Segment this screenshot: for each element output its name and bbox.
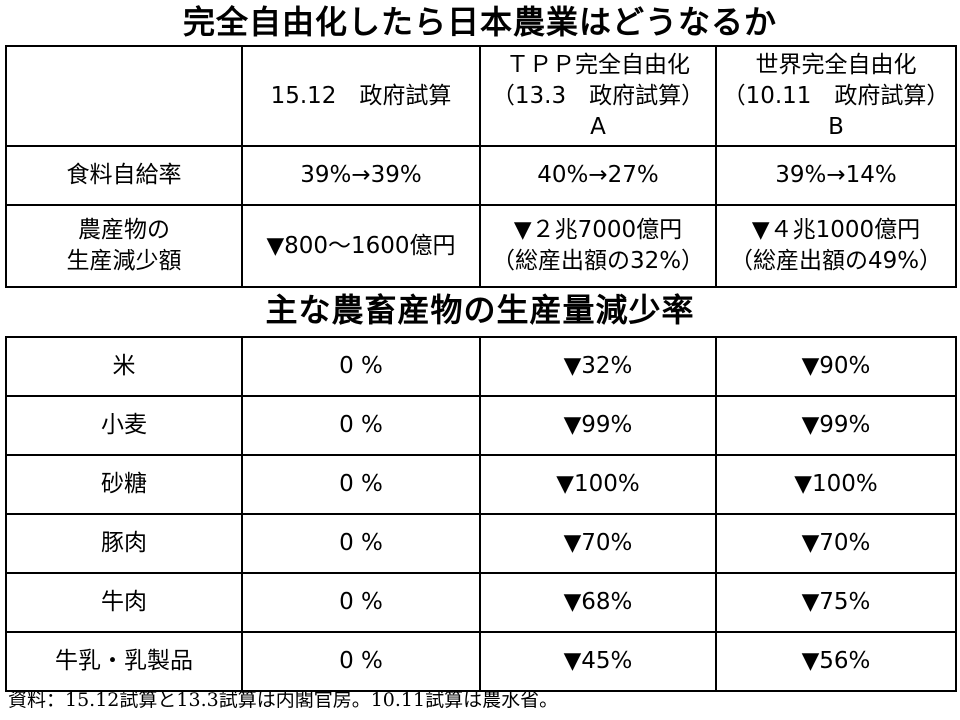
header-cell: ＴＰＰ完全自由化 （13.3 政府試算） A [479,45,717,147]
table-cell: ▼75% [715,572,957,633]
table-row: 豚肉 0 % ▼70% ▼70% [5,513,957,574]
table-row: 食料自給率 39%→39% 40%→27% 39%→14% [5,145,957,206]
table-cell: ▼99% [715,395,957,456]
table-cell: ▼100% [715,454,957,515]
row-label: 牛肉 [5,572,243,633]
table-cell: 0 % [241,631,481,692]
table-cell: ▼99% [479,395,717,456]
table-cell: 39%→14% [715,145,957,206]
products-table: 米 0 % ▼32% ▼90% 小麦 0 % ▼99% ▼99% 砂糖 0 % … [5,336,957,692]
page-title: 完全自由化したら日本農業はどうなるか [182,3,777,41]
table-row: 米 0 % ▼32% ▼90% [5,336,957,397]
table-cell: ▼100% [479,454,717,515]
table-cell: 0 % [241,572,481,633]
table-cell: ▼800～1600億円 [241,204,481,288]
table-cell: ▼70% [715,513,957,574]
table-cell: ▼32% [479,336,717,397]
table-cell: 0 % [241,395,481,456]
row-label: 牛乳・乳製品 [5,631,243,692]
table-cell: ▼４兆1000億円 （総産出額の49%） [715,204,957,288]
row-label: 砂糖 [5,454,243,515]
table-cell: ▼56% [715,631,957,692]
table-cell: ▼90% [715,336,957,397]
row-label: 豚肉 [5,513,243,574]
section-title: 主な農畜産物の生産量減少率 [265,291,695,329]
table-row: 牛乳・乳製品 0 % ▼45% ▼56% [5,631,957,692]
table-cell: ▼68% [479,572,717,633]
header-cell: 15.12 政府試算 [241,45,481,147]
table-cell: 39%→39% [241,145,481,206]
table-cell: 0 % [241,454,481,515]
source-note: 資料：15.12試算と13.3試算は内閣官房。10.11試算は農水省。 [8,689,559,711]
table-cell: 40%→27% [479,145,717,206]
row-label: 食料自給率 [5,145,243,206]
table-cell: ▼70% [479,513,717,574]
header-cell [5,45,243,147]
row-label: 小麦 [5,395,243,456]
table-row: 砂糖 0 % ▼100% ▼100% [5,454,957,515]
table-row: 小麦 0 % ▼99% ▼99% [5,395,957,456]
table-row: 牛肉 0 % ▼68% ▼75% [5,572,957,633]
table-cell: 0 % [241,336,481,397]
row-label: 米 [5,336,243,397]
header-cell: 世界完全自由化 （10.11 政府試算） B [715,45,957,147]
table-cell: ▼45% [479,631,717,692]
table-cell: 0 % [241,513,481,574]
table-cell: ▼２兆7000億円 （総産出額の32%） [479,204,717,288]
table-header-row: 15.12 政府試算 ＴＰＰ完全自由化 （13.3 政府試算） A 世界完全自由… [5,45,957,147]
table-row: 農産物の 生産減少額 ▼800～1600億円 ▼２兆7000億円 （総産出額の3… [5,204,957,288]
row-label: 農産物の 生産減少額 [5,204,243,288]
summary-table: 15.12 政府試算 ＴＰＰ完全自由化 （13.3 政府試算） A 世界完全自由… [5,45,957,288]
